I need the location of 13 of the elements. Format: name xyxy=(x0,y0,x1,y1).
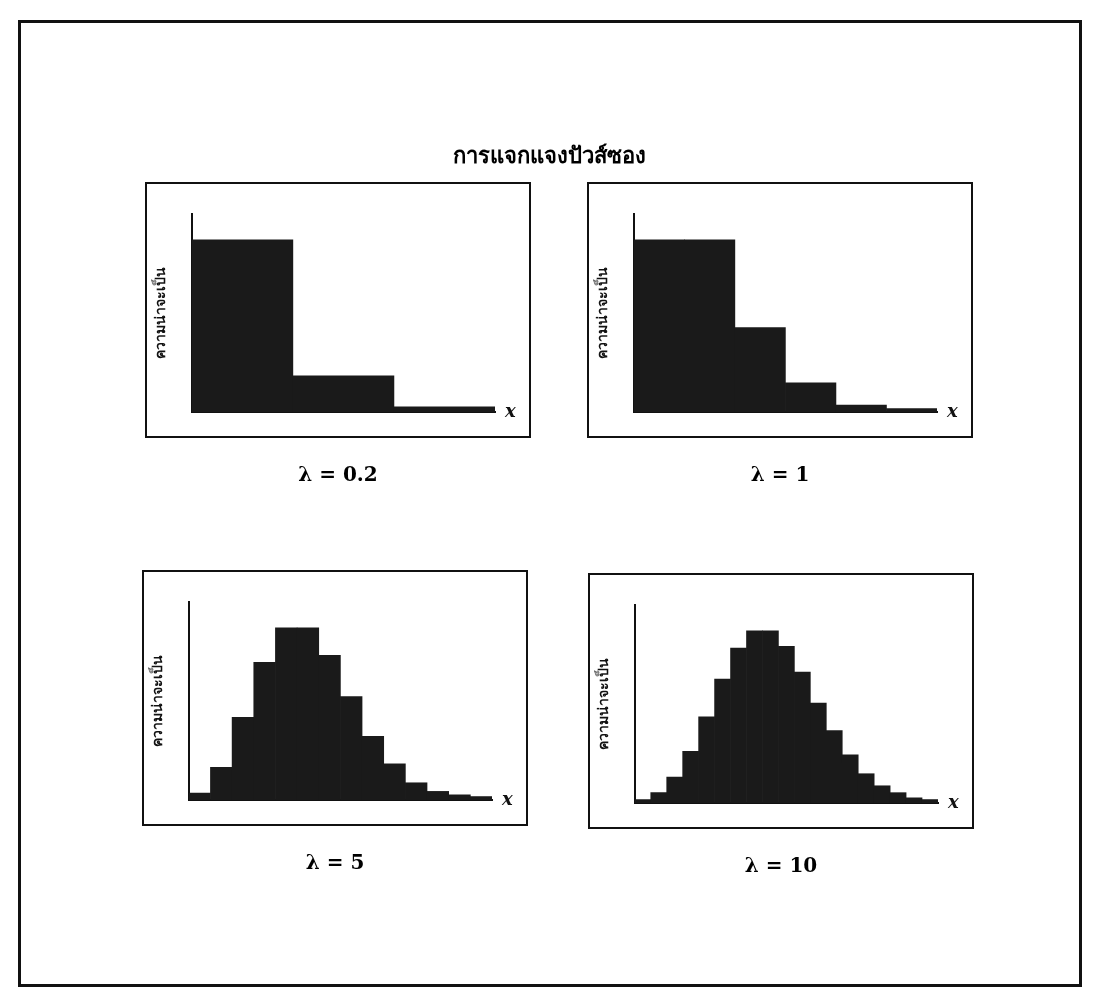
y-axis-title: ความน่าจะเป็น xyxy=(148,655,166,747)
x-axis-title: x xyxy=(501,787,513,809)
text: λ = 1 xyxy=(749,462,811,486)
y-axis-title: ความน่าจะเป็น xyxy=(593,267,611,359)
y-axis-title: ความน่าจะเป็น xyxy=(151,267,169,359)
x-axis-title: x xyxy=(947,790,959,812)
x-axis-title: x xyxy=(946,399,958,421)
text: λ = 10 xyxy=(743,853,819,877)
x-axis-title: x xyxy=(504,399,516,421)
y-axis-title: ความน่าจะเป็น xyxy=(594,658,612,750)
text: λ = 0.2 xyxy=(297,462,379,486)
text: λ = 5 xyxy=(304,850,366,874)
text: การแจกแจงปัวส์ซอง xyxy=(451,142,647,170)
